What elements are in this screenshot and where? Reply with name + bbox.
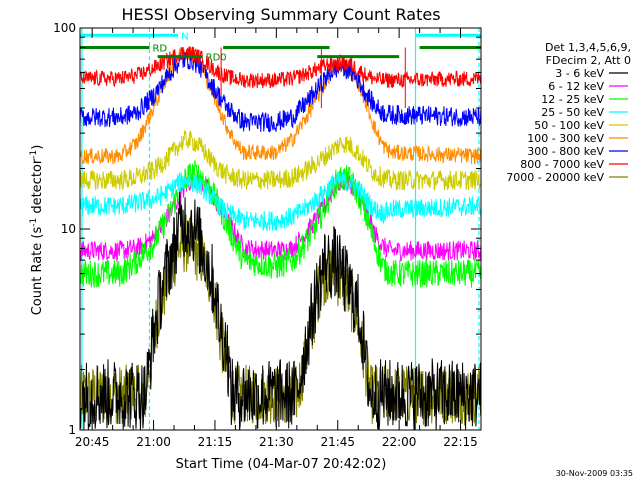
y-tick-label-0: 1	[68, 423, 76, 437]
x-tick-label-3: 21:30	[259, 435, 294, 449]
series-line-4	[80, 130, 481, 191]
x-tick-label-4: 21:45	[320, 435, 355, 449]
legend-entry-0: 3 - 6 keV	[555, 67, 604, 80]
series-line-0	[80, 191, 481, 430]
legend-header-1: FDecim 2, Att 0	[546, 54, 631, 67]
y-axis-label-mid: detector	[30, 158, 45, 218]
status-bar-label-5: N	[181, 31, 188, 42]
axes: 1 10 100 20:45 21:00 21:15 21:30 21:45 22:00 22:1…	[53, 21, 482, 449]
y-axis-label-exp2: -1	[29, 150, 39, 159]
legend-entry-4: 50 - 100 keV	[534, 119, 604, 132]
legend-header-0: Det 1,3,4,5,6,9,	[545, 41, 631, 54]
x-axis-label: Start Time (04-Mar-07 20:42:02)	[176, 457, 387, 472]
x-tick-label-5: 22:00	[382, 435, 417, 449]
status-bar-label-1: RD0	[206, 53, 227, 64]
legend-entry-8: 7000 - 20000 keV	[506, 171, 604, 184]
legend-entry-2: 12 - 25 keV	[541, 93, 604, 106]
series-line-6	[80, 50, 481, 133]
series-line-3	[80, 171, 481, 233]
status-bar-label-0: RD	[152, 43, 167, 54]
series-line-2	[80, 159, 481, 288]
plot-inner	[80, 28, 481, 430]
y-tick-label-1: 10	[61, 222, 76, 236]
x-tick-label-1: 21:00	[136, 435, 171, 449]
legend-entry-3: 25 - 50 keV	[541, 106, 604, 119]
y-axis-label: Count Rate (s-1 detector-1)	[29, 145, 45, 316]
legend-entry-6: 300 - 800 keV	[527, 145, 604, 158]
y-axis-label-main: Count Rate (s	[30, 227, 45, 316]
series-line-7	[80, 46, 481, 89]
x-tick-label-2: 21:15	[198, 435, 233, 449]
legend-entry-1: 6 - 12 keV	[548, 80, 604, 93]
legend-entry-7: 800 - 7000 keV	[520, 158, 604, 171]
x-tick-label-6: 22:15	[443, 435, 478, 449]
chart-title: HESSI Observing Summary Count Rates	[121, 5, 440, 24]
legend-entry-5: 100 - 300 keV	[527, 132, 604, 145]
series-line-5	[80, 46, 481, 165]
y-tick-label-2: 100	[53, 21, 76, 35]
plot-area: RD RD0 N	[80, 28, 481, 430]
legend: Det 1,3,4,5,6,9,FDecim 2, Att 03 - 6 keV…	[506, 41, 631, 184]
y-axis-label-end: )	[30, 145, 45, 150]
x-tick-label-0: 20:45	[75, 435, 110, 449]
y-axis-label-exp1: -1	[29, 218, 39, 227]
timestamp: 30-Nov-2009 03:35	[556, 469, 633, 478]
